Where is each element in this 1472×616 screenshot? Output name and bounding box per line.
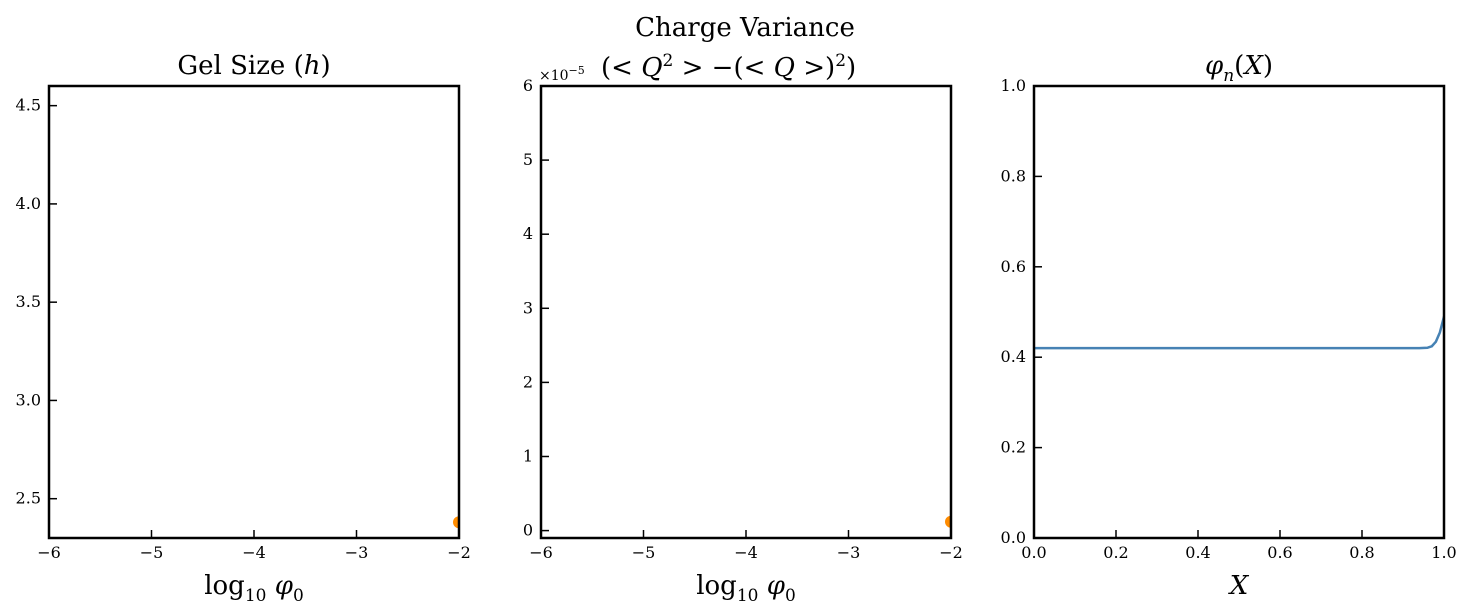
gel-size-ytick-label: 2.5 [16,489,41,508]
phi-n-xtick-label: 0.2 [1103,543,1128,562]
panel-charge-variance-marks [945,515,951,528]
panel-phi-n-xlabel: X [1228,571,1250,601]
panel-phi-n: 0.0 0.2 0.4 0.6 0.8 1.0 0.0 0.2 0.4 0.6 0.8 1.0 φn(… [1001,51,1457,601]
panel-phi-n-marks [1034,316,1444,350]
cv-title-q: Q [641,53,662,83]
panel-gel-size: −6 −5 −4 −3 −2 2.5 3.0 3.5 4.0 4.5 Gel Size (h) l… [16,51,471,606]
phi-n-xtick-label: 1.0 [1431,543,1456,562]
phin-title-close: ) [1263,51,1273,81]
panel-charge-variance-title: (< Q2 > −(< Q >)2) [601,51,856,83]
panel-gel-size-ticks: −6 −5 −4 −3 −2 2.5 3.0 3.5 4.0 4.5 [16,96,471,562]
cv-title-sup2: 2 [835,51,846,71]
gel-size-ytick-label: 3.0 [16,390,41,409]
cv-title-open: (< [601,53,641,83]
gel-size-ytick-label: 4.0 [16,194,41,213]
charge-variance-ytick-label: 5 [523,150,533,169]
cv-title-q2: Q [774,53,795,83]
charge-variance-ytick-label: 1 [523,446,533,465]
phi-n-ytick-label: 0.8 [1001,166,1026,185]
panel-charge-variance-ticks: −6 −5 −4 −3 −2 0 1 2 3 4 5 6 [523,76,963,562]
panel-gel-size-xlabel-phi: φ [266,571,293,601]
gel-size-xtick-label: −4 [242,543,266,562]
panel-gel-size-marks [453,516,459,529]
phi-n-ytick-label: 1.0 [1001,76,1026,95]
gel-size-data-point [453,516,459,529]
cv-xlabel-log-sub: 10 [737,586,759,606]
charge-variance-xtick-label: −3 [837,543,861,562]
gel-size-ytick-label: 3.5 [16,292,41,311]
phi-n-series-line [1034,316,1444,350]
charge-variance-xtick-label: −6 [529,543,553,562]
panel-charge-variance-offset-label: ×10−5 [539,64,585,84]
panel-phi-n-frame [1032,84,1446,540]
panel-charge-variance-xlabel: log10 φ0 [696,571,796,606]
panel-phi-n-title: φn(X) [1205,51,1273,86]
cv-title-close: >) [795,53,835,83]
phin-title-phi: φ [1205,51,1224,81]
cv-xlabel-phi-sub: 0 [785,586,796,606]
panel-gel-size-xlabel-log-sub: 10 [245,586,267,606]
panel-gel-size-xlabel: log10 φ0 [204,571,304,606]
charge-variance-ytick-label: 4 [523,224,533,243]
phin-title-sub: n [1223,66,1234,86]
gel-size-ytick-label: 4.5 [16,96,41,115]
charge-variance-ytick-label: 0 [523,521,533,540]
cv-xlabel-phi: φ [758,571,785,601]
panel-gel-size-xlabel-log: log [204,571,245,601]
charge-variance-xtick-label: −2 [939,543,963,562]
phi-n-xtick-label: 0.4 [1185,543,1210,562]
phi-n-ytick-label: 0.2 [1001,438,1026,457]
phin-title-x: X [1242,51,1264,81]
phin-title-open: ( [1234,51,1244,81]
figure-suptitle: Charge Variance [635,13,855,43]
gel-size-xtick-label: −2 [447,543,471,562]
charge-variance-ytick-label: 3 [523,298,533,317]
panel-gel-size-xlabel-phi-sub: 0 [293,586,304,606]
cv-title-mid: > −(< [673,53,773,83]
cv-title-sup1: 2 [663,51,674,71]
phi-n-ytick-label: 0.0 [1001,528,1026,547]
gel-size-xtick-label: −6 [37,543,61,562]
charge-variance-xtick-label: −5 [632,543,656,562]
phi-n-ytick-label: 0.4 [1001,347,1026,366]
panel-gel-size-title: Gel Size (h) [177,51,330,81]
phi-n-xtick-label: 0.0 [1021,543,1046,562]
charge-variance-xtick-label: −4 [734,543,758,562]
charge-variance-ytick-label: 6 [523,76,533,95]
panel-gel-size-frame [47,84,461,540]
panel-gel-size-title-var: h [304,51,321,81]
cv-title-end: ) [846,53,856,83]
phi-n-xtick-label: 0.6 [1267,543,1292,562]
phi-n-ytick-label: 0.6 [1001,257,1026,276]
panel-gel-size-title-close: ) [320,51,330,81]
panel-phi-n-ticks: 0.0 0.2 0.4 0.6 0.8 1.0 0.0 0.2 0.4 0.6 0.8 1.0 [1001,76,1457,562]
charge-variance-ytick-label: 2 [523,372,533,391]
phi-n-xtick-label: 0.8 [1349,543,1374,562]
panel-gel-size-title-text: Gel Size ( [177,51,303,81]
gel-size-xtick-label: −3 [345,543,369,562]
gel-size-xtick-label: −5 [140,543,164,562]
offset-label-mantissa: ×10 [539,68,569,84]
charge-variance-data-point [945,515,951,528]
panel-charge-variance-frame [539,84,953,540]
cv-xlabel-log: log [696,571,737,601]
offset-label-exponent: −5 [569,64,585,77]
